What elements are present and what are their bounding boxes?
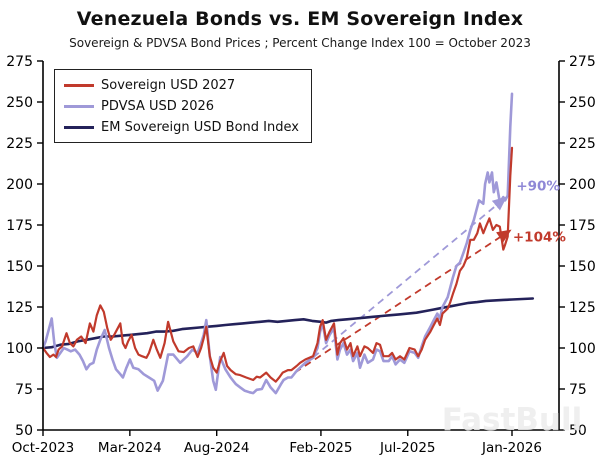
legend-swatch-sovereign-2027 — [64, 83, 94, 87]
annotation-pdvsa-gain: +90% — [516, 179, 560, 195]
y-tick-label-right: 200 — [569, 177, 596, 193]
y-tick-label-right: 225 — [569, 136, 596, 152]
y-tick-label-left: 175 — [6, 218, 33, 234]
y-tick-label-left: 100 — [6, 341, 33, 357]
y-tick-label-right: 75 — [569, 382, 587, 398]
y-tick-label-right: 125 — [569, 300, 596, 316]
legend-label-sovereign-2027: Sovereign USD 2027 — [101, 77, 236, 93]
y-tick-label-right: 50 — [569, 423, 587, 439]
y-tick-label-left: 75 — [15, 382, 33, 398]
series-line-pdvsa-usd-2026 — [41, 92, 514, 395]
series-line-em-sovereign-usd-bond-index — [41, 297, 535, 350]
y-tick-label-left: 275 — [6, 54, 33, 70]
x-tick-label: Aug-2024 — [184, 440, 250, 456]
y-tick-label-right: 100 — [569, 341, 596, 357]
series-line-sovereign-usd-2027 — [41, 146, 514, 383]
chart-subtitle: Sovereign & PDVSA Bond Prices ; Percent … — [69, 36, 531, 50]
annotation-sovereign-gain: +104% — [513, 229, 566, 245]
legend-label-pdvsa-2026: PDVSA USD 2026 — [101, 98, 215, 114]
y-tick-label-left: 50 — [15, 423, 33, 439]
legend-item-pdvsa-2026: PDVSA USD 2026 — [64, 97, 299, 115]
x-tick-label: Oct-2023 — [12, 440, 75, 456]
watermark: FastBull — [442, 402, 583, 438]
legend: Sovereign USD 2027 PDVSA USD 2026 EM Sov… — [54, 69, 312, 143]
legend-label-em-index: EM Sovereign USD Bond Index — [101, 119, 299, 135]
y-tick-label-right: 175 — [569, 218, 596, 234]
legend-swatch-em-index — [64, 125, 94, 129]
y-tick-label-right: 275 — [569, 54, 596, 70]
x-tick-label: Mar-2024 — [98, 440, 162, 456]
y-tick-label-left: 225 — [6, 136, 33, 152]
x-tick-label: Feb-2025 — [289, 440, 352, 456]
y-tick-label-right: 150 — [569, 259, 596, 275]
y-tick-label-left: 200 — [6, 177, 33, 193]
y-tick-label-left: 125 — [6, 300, 33, 316]
y-tick-label-left: 150 — [6, 259, 33, 275]
x-tick-label: Jan-2026 — [481, 440, 542, 456]
legend-item-em-index: EM Sovereign USD Bond Index — [64, 118, 299, 136]
y-tick-label-right: 250 — [569, 95, 596, 111]
trend-arrow-pdvsa-trend — [294, 196, 507, 374]
legend-swatch-pdvsa-2026 — [64, 104, 94, 108]
trend-arrow-sovereign-trend — [294, 229, 512, 374]
y-tick-label-left: 250 — [6, 95, 33, 111]
legend-item-sovereign-2027: Sovereign USD 2027 — [64, 76, 299, 94]
x-tick-label: Jul-2025 — [379, 440, 436, 456]
chart-title: Venezuela Bonds vs. EM Sovereign Index — [76, 8, 524, 30]
